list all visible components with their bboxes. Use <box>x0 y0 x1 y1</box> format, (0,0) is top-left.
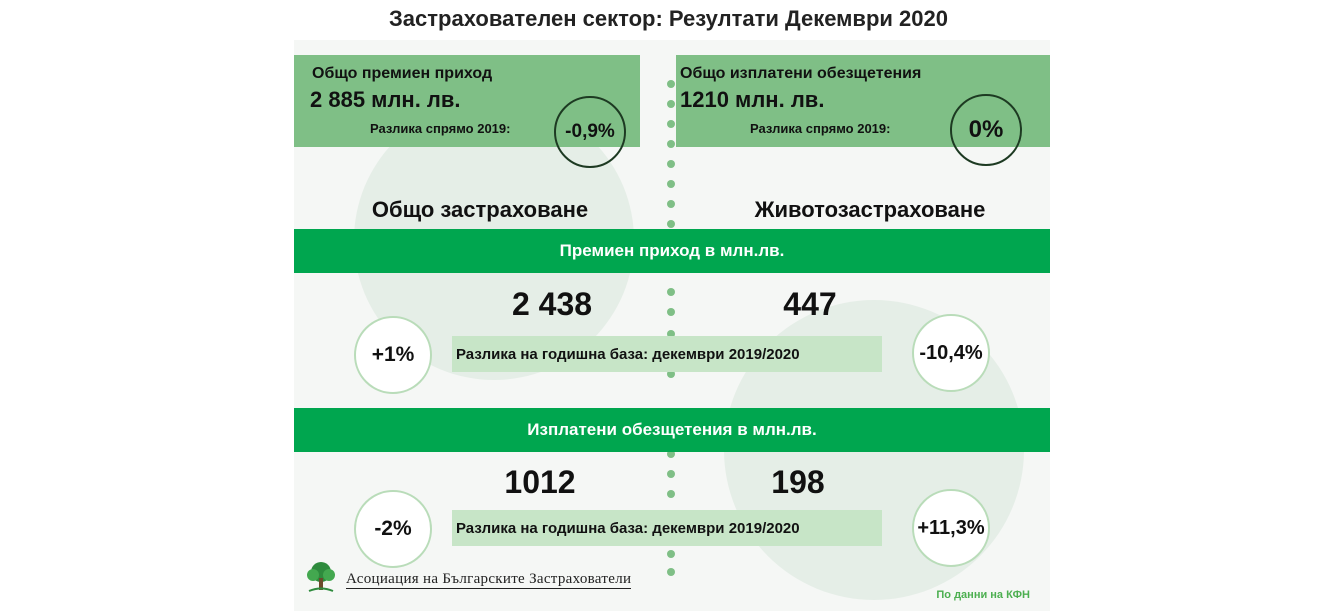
dot <box>667 470 675 478</box>
dot <box>667 450 675 458</box>
dot <box>667 308 675 316</box>
data-source-note: По данни на КФН <box>936 589 1030 601</box>
total-claims-value: 1210 млн. лв. <box>680 87 825 112</box>
dot <box>667 220 675 228</box>
total-premium-diff-label: Разлика спрямо 2019: <box>370 121 511 136</box>
premium-general-value: 2 438 <box>511 286 593 322</box>
column-head-life: Животозастраховане <box>754 197 986 222</box>
dot <box>667 180 675 188</box>
claims-life-change-circle: +11,3% <box>912 489 990 567</box>
total-claims-change-circle: 0% <box>950 94 1022 166</box>
dot <box>667 288 675 296</box>
total-premium-value: 2 885 млн. лв. <box>310 87 461 112</box>
dot <box>667 330 675 338</box>
dot <box>667 80 675 88</box>
premium-band: Премиен приход в млн.лв. <box>294 229 1050 273</box>
association-logo: Асоциация на Българските Застрахователи <box>302 560 632 599</box>
tree-logo-icon <box>302 560 340 599</box>
claims-band: Изплатени обезщетения в млн.лв. <box>294 408 1050 452</box>
total-claims-label: Общо изплатени обезщетения <box>680 65 922 82</box>
column-head-general: Общо застраховане <box>371 197 589 222</box>
page-title: Застрахователен сектор: Резултати Декемв… <box>389 6 948 31</box>
infographic: Общо премиен приход 2 885 млн. лв. Разли… <box>294 40 1050 611</box>
claims-general-change-circle: -2% <box>354 490 432 568</box>
dot <box>667 568 675 576</box>
claims-general-value: 1012 <box>504 464 576 500</box>
dot <box>667 160 675 168</box>
total-claims-diff-label: Разлика спрямо 2019: <box>750 121 891 136</box>
claims-life-value: 198 <box>771 464 825 500</box>
premium-diff-bar: Разлика на годишна база: декември 2019/2… <box>452 336 882 372</box>
premium-general-change-circle: +1% <box>354 316 432 394</box>
dot <box>667 100 675 108</box>
claims-diff-bar: Разлика на годишна база: декември 2019/2… <box>452 510 882 546</box>
total-premium-label: Общо премиен приход <box>312 65 493 82</box>
dot <box>667 140 675 148</box>
association-name: Асоциация на Българските Застрахователи <box>346 570 632 589</box>
dot <box>667 200 675 208</box>
dot <box>667 490 675 498</box>
total-premium-change-circle: -0,9% <box>554 96 626 168</box>
dot <box>667 120 675 128</box>
dot <box>667 370 675 378</box>
premium-life-change-circle: -10,4% <box>912 314 990 392</box>
dot <box>667 550 675 558</box>
premium-life-value: 447 <box>783 286 837 322</box>
